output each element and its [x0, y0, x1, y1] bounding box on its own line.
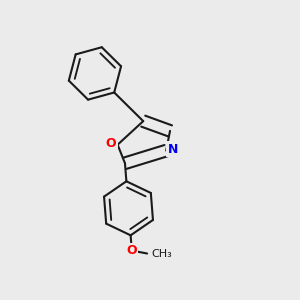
- Text: O: O: [127, 244, 137, 257]
- Text: CH₃: CH₃: [152, 248, 172, 259]
- Text: N: N: [167, 142, 178, 156]
- Text: O: O: [106, 137, 116, 150]
